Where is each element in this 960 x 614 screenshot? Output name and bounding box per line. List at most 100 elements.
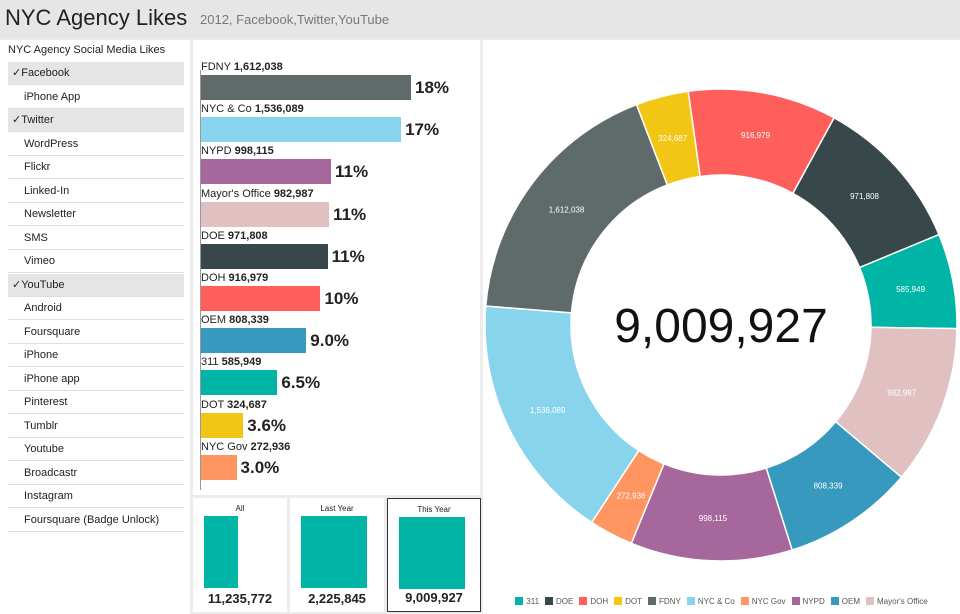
filter-item-label: Tumblr (24, 419, 58, 432)
filter-item[interactable]: ✓Facebook (8, 62, 184, 85)
kpi-this-year[interactable]: This Year 9,009,927 (387, 498, 481, 612)
filter-item-label: Facebook (21, 67, 70, 79)
bar[interactable] (201, 201, 330, 227)
bar[interactable] (201, 412, 244, 438)
filter-item[interactable]: iPhone app (8, 368, 184, 391)
filter-item-label: Youtube (24, 443, 64, 455)
bar[interactable] (201, 328, 307, 354)
legend-label: 311 (526, 597, 540, 606)
filter-item[interactable]: Foursquare (8, 321, 184, 344)
filter-item-label: iPhone App (24, 90, 81, 103)
bar-percent-label: 3.6% (247, 415, 287, 435)
filter-item[interactable]: Newsletter (8, 203, 184, 226)
legend-swatch (866, 597, 874, 605)
slice-label: 324,687 (658, 134, 687, 143)
kpi-bar (204, 516, 238, 588)
legend-label: NYC Gov (751, 597, 786, 606)
bar-percent-label: 9.0% (310, 331, 350, 351)
filter-item[interactable]: Youtube (8, 438, 184, 461)
bar[interactable] (201, 117, 402, 143)
bar-percent-label: 11% (333, 204, 367, 224)
filter-item[interactable]: ✓YouTube (8, 273, 184, 297)
legend-swatch (686, 597, 695, 605)
bar-percent-label: 6.5% (281, 373, 321, 393)
filter-item[interactable]: Flickr (8, 156, 184, 179)
kpi-label: This Year (417, 505, 451, 514)
filter-item[interactable]: ✓Twitter (8, 109, 184, 132)
legend-swatch (791, 597, 800, 605)
check-icon: ✓ (12, 278, 22, 291)
slice-label: 1,536,089 (530, 406, 566, 415)
legend-item[interactable]: DOH (579, 597, 608, 606)
bar-percent-label: 17% (405, 120, 440, 140)
bar-label: FDNY 1,612,038 (201, 61, 283, 73)
agency-bar-chart: FDNY 1,612,038 18% NYC & Co 1,536,089 17% NY… (193, 40, 480, 495)
donut-chart: 916,979 971,808 585,949 982,987 808,339 998,1… (484, 88, 958, 562)
kpi-value: 11,235,772 (207, 591, 273, 606)
legend-item[interactable]: DOE (545, 597, 573, 606)
filter-item[interactable]: iPhone (8, 344, 184, 367)
legend-item[interactable]: OEM (830, 597, 860, 606)
legend-label: DOT (625, 597, 643, 606)
legend-swatch (614, 597, 623, 605)
check-icon: ✓ (12, 114, 22, 126)
filter-item[interactable]: SMS (8, 227, 184, 250)
filter-item-label: Newsletter (24, 208, 76, 220)
bar[interactable] (201, 243, 328, 269)
bar-label: 311 585,949 (201, 356, 262, 369)
filter-item[interactable]: iPhone App (8, 86, 184, 109)
filter-item[interactable]: Linked-In (8, 180, 184, 203)
filter-item-label: SMS (24, 231, 48, 244)
legend-item[interactable]: Mayor's Office (866, 597, 928, 606)
slice-label: 998,115 (699, 514, 728, 523)
filter-item-label: iPhone app (24, 372, 80, 385)
filter-item-label: Foursquare (24, 325, 81, 338)
donut-slice[interactable] (635, 90, 701, 186)
legend-item[interactable]: 311 (515, 597, 539, 606)
legend-item[interactable]: DOT (614, 597, 642, 606)
legend-item[interactable]: FDNY (648, 597, 681, 606)
bar[interactable] (201, 159, 332, 185)
bar[interactable] (201, 454, 237, 480)
filter-item[interactable]: WordPress (8, 133, 184, 156)
legend-swatch (545, 597, 554, 605)
filter-item[interactable]: Foursquare (Badge Unlock) (8, 509, 184, 532)
slice-label: 982,987 (887, 389, 916, 398)
kpi-last-year[interactable]: Last Year 2,225,845 (290, 498, 384, 612)
donut-total: 9,009,927 (614, 300, 828, 353)
slice-label: 916,979 (741, 131, 770, 140)
legend: 311 DOE DOH DOT FDNY NYC & Co NYC Gov NYPD OEM Ma… (483, 597, 960, 606)
bar-label: NYC & Co 1,536,089 (201, 103, 304, 116)
legend-item[interactable]: NYC Gov (740, 597, 786, 606)
legend-item[interactable]: NYC & Co (686, 597, 735, 606)
legend-swatch (515, 597, 524, 605)
filter-item-label: iPhone (24, 349, 59, 361)
bar-percent-label: 18% (415, 78, 450, 97)
bar-label: NYC Gov 272,936 (201, 440, 291, 453)
filter-item[interactable]: Pinterest (8, 391, 184, 414)
filter-item-label: Instagram (24, 490, 73, 502)
kpi-label: Last Year (320, 504, 354, 513)
kpi-all[interactable]: All 11,235,772 (193, 498, 287, 612)
bar[interactable] (201, 75, 411, 100)
bar[interactable] (201, 286, 321, 311)
filter-item[interactable]: Tumblr (8, 415, 184, 438)
legend-item[interactable]: NYPD (791, 597, 825, 606)
kpi-label: All (235, 504, 245, 513)
filter-item-label: Twitter (21, 114, 54, 126)
filter-item[interactable]: Vimeo (8, 250, 184, 273)
filter-item[interactable]: Instagram (8, 485, 184, 508)
filter-panel: NYC Agency Social Media Likes ✓Facebook i… (0, 40, 190, 614)
slice-label: 1,612,038 (549, 205, 585, 214)
filter-item[interactable]: Broadcastr (8, 462, 184, 485)
filter-item[interactable]: Android (8, 297, 184, 320)
legend-label: NYC & Co (697, 597, 735, 606)
bar[interactable] (201, 370, 278, 396)
legend-label: NYPD (802, 597, 825, 606)
kpi-value: 2,225,845 (308, 591, 366, 606)
filter-item-label: Broadcastr (24, 466, 78, 479)
bar-label: OEM 808,339 (201, 314, 269, 327)
legend-label: OEM (841, 597, 860, 606)
legend-label: FDNY (659, 597, 681, 606)
check-icon: ✓ (12, 67, 22, 79)
